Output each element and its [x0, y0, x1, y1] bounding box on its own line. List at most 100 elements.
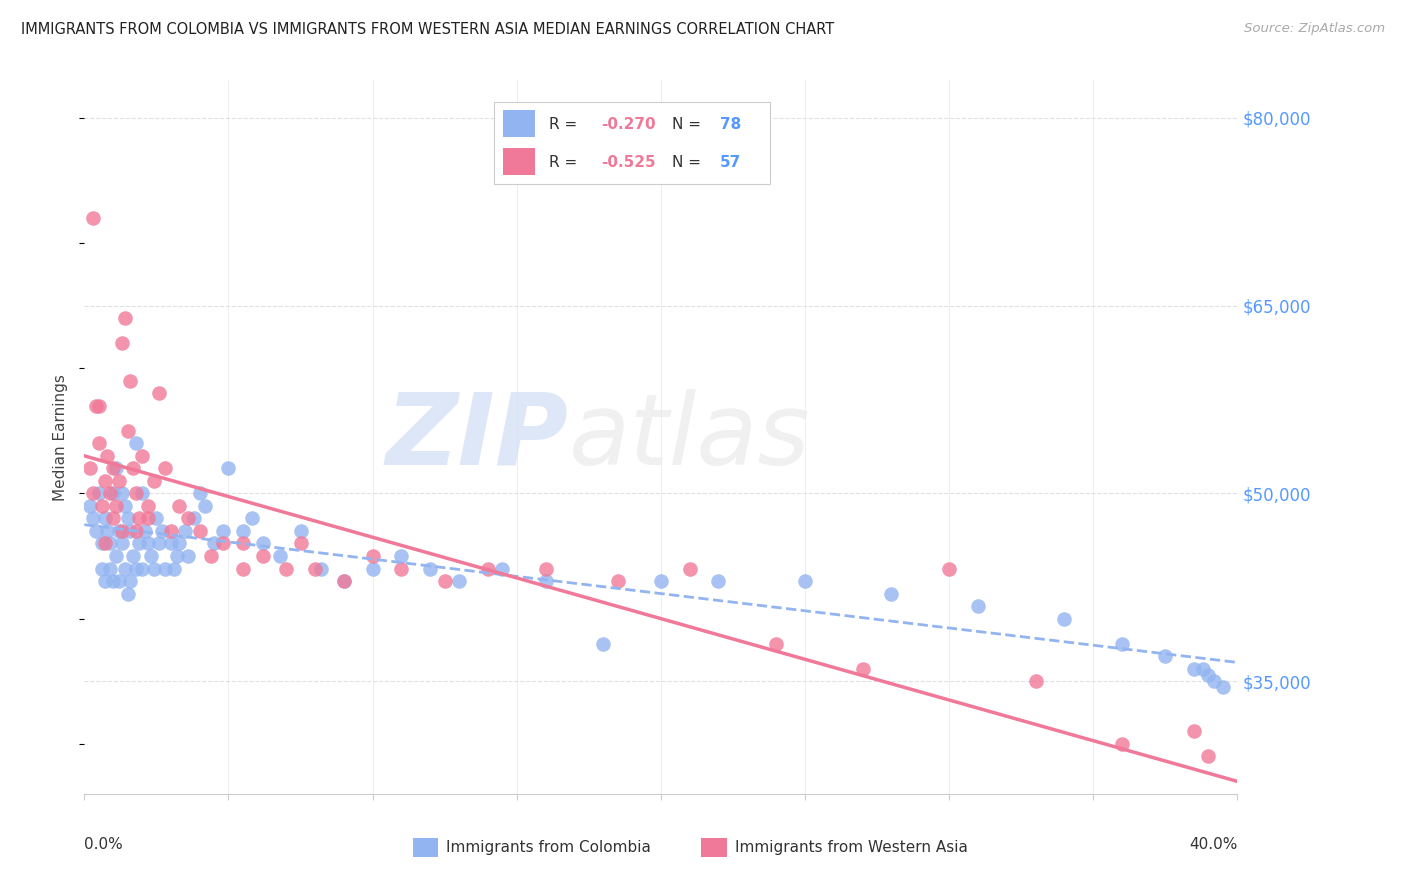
Point: [333, 574, 356, 588]
Text: R =: R =: [548, 117, 582, 132]
Point: [90, 499, 112, 513]
Point: [449, 574, 471, 588]
Point: [103, 461, 124, 475]
Point: [93, 574, 115, 588]
Point: [183, 511, 205, 525]
Point: [93, 511, 115, 525]
Point: [304, 561, 326, 575]
Point: [202, 536, 225, 550]
Point: [131, 561, 153, 575]
Point: [90, 536, 112, 550]
Point: [361, 561, 384, 575]
Text: IMMIGRANTS FROM COLOMBIA VS IMMIGRANTS FROM WESTERN ASIA MEDIAN EARNINGS CORRELA: IMMIGRANTS FROM COLOMBIA VS IMMIGRANTS F…: [21, 22, 834, 37]
Point: [114, 311, 136, 326]
Point: [84, 399, 107, 413]
Point: [122, 549, 145, 563]
Point: [194, 499, 217, 513]
Point: [200, 549, 222, 563]
Point: [108, 474, 131, 488]
Point: [232, 561, 254, 575]
Text: 40.0%: 40.0%: [1189, 837, 1237, 852]
Point: [103, 574, 124, 588]
Point: [174, 524, 197, 538]
Point: [105, 499, 128, 513]
Point: [120, 524, 142, 538]
Point: [87, 399, 110, 413]
Bar: [702, 838, 727, 856]
Point: [252, 549, 274, 563]
FancyBboxPatch shape: [494, 102, 770, 184]
Point: [79, 499, 101, 513]
Point: [125, 561, 148, 575]
Point: [1198, 749, 1220, 764]
Point: [87, 436, 110, 450]
Point: [534, 574, 557, 588]
Point: [114, 561, 136, 575]
Point: [142, 474, 165, 488]
Text: Immigrants from Western Asia: Immigrants from Western Asia: [734, 840, 967, 855]
Point: [1182, 662, 1205, 676]
Point: [131, 449, 153, 463]
Text: -0.270: -0.270: [600, 117, 655, 132]
Point: [880, 586, 903, 600]
Point: [361, 549, 384, 563]
Point: [1198, 668, 1220, 682]
Text: R =: R =: [548, 155, 582, 169]
Point: [90, 561, 112, 575]
Point: [211, 536, 233, 550]
Point: [1191, 662, 1213, 676]
Point: [938, 561, 960, 575]
Text: Immigrants from Colombia: Immigrants from Colombia: [446, 840, 651, 855]
Text: ZIP: ZIP: [385, 389, 568, 485]
Point: [111, 524, 134, 538]
Point: [290, 536, 312, 550]
Point: [794, 574, 817, 588]
Point: [240, 511, 263, 525]
Point: [391, 561, 413, 575]
Point: [139, 549, 162, 563]
Point: [1204, 674, 1226, 689]
Point: [96, 449, 118, 463]
Point: [120, 374, 142, 388]
Point: [290, 524, 312, 538]
Point: [108, 574, 131, 588]
Text: Source: ZipAtlas.com: Source: ZipAtlas.com: [1244, 22, 1385, 36]
Point: [111, 336, 134, 351]
Point: [491, 561, 513, 575]
Point: [128, 536, 150, 550]
Point: [169, 536, 191, 550]
Point: [117, 511, 139, 525]
Point: [433, 574, 456, 588]
Point: [125, 486, 148, 500]
Point: [145, 511, 167, 525]
Point: [111, 486, 134, 500]
Point: [169, 499, 191, 513]
Point: [1025, 674, 1047, 689]
Point: [148, 536, 170, 550]
Point: [177, 511, 200, 525]
Point: [606, 574, 628, 588]
Point: [93, 536, 115, 550]
Point: [534, 561, 557, 575]
Point: [105, 549, 128, 563]
Point: [419, 561, 441, 575]
Point: [103, 511, 124, 525]
Point: [1212, 681, 1234, 695]
Point: [592, 637, 614, 651]
Point: [82, 211, 104, 225]
Point: [93, 474, 115, 488]
Point: [79, 461, 101, 475]
Text: N =: N =: [672, 117, 706, 132]
Point: [707, 574, 730, 588]
Point: [211, 524, 233, 538]
Point: [477, 561, 499, 575]
Point: [136, 499, 159, 513]
Point: [650, 574, 672, 588]
Bar: [413, 838, 439, 856]
Point: [679, 561, 702, 575]
Text: 0.0%: 0.0%: [84, 837, 124, 852]
Point: [166, 549, 188, 563]
Point: [142, 561, 165, 575]
Point: [82, 486, 104, 500]
Point: [269, 549, 291, 563]
